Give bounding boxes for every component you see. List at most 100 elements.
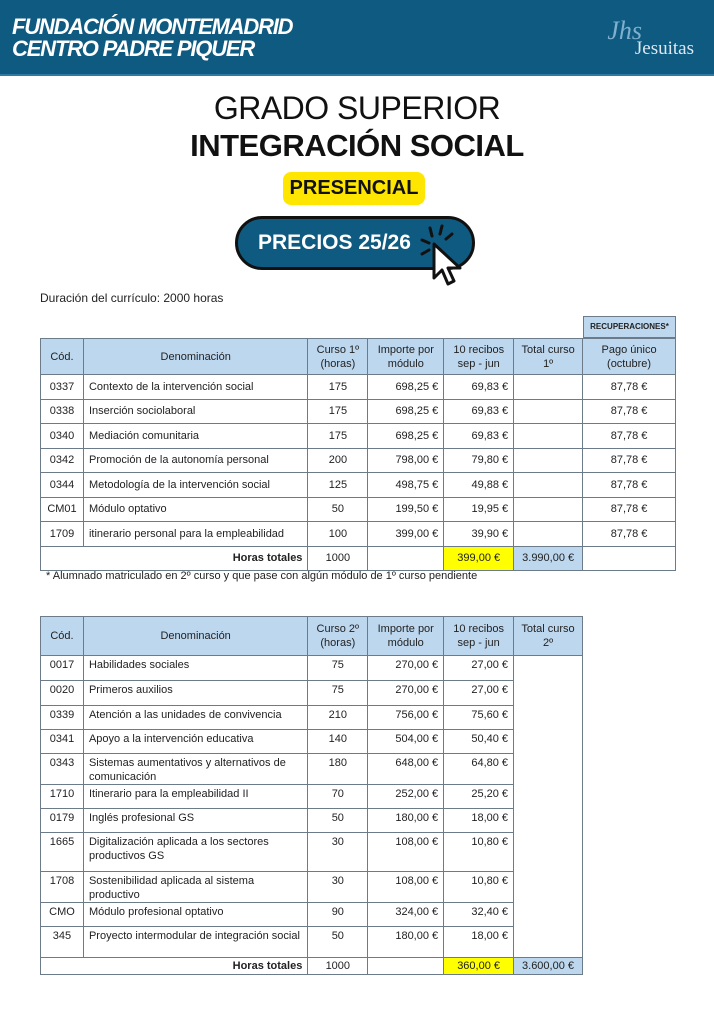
table-cell: 698,25 € [367,423,445,449]
table-cell: Mediación comunitaria [82,423,309,449]
table-cell: Sistemas aumentativos y alternativos de … [82,753,309,785]
table-cell: 1709 [40,521,84,547]
table-cell: 75 [307,680,369,706]
table-cell: Habilidades sociales [82,655,309,681]
table-cell: 90 [307,902,369,927]
table-cell: 18,00 € [443,808,515,833]
table-cell: 0338 [40,398,84,424]
table-cell: 0343 [40,753,84,785]
table-row: 0342 Promoción de la autonomía personal 20… [40,447,676,473]
table-cell: 1665 [40,832,84,872]
total-monthly: 399,00 € [443,545,515,571]
table-cell: 10,80 € [443,871,515,903]
totals-row: Horas totales 1000 399,00 €3.990,00 € [39,545,676,571]
table-cell: 210 [307,705,369,730]
header-banner: FUNDACIÓN MONTEMADRID CENTRO PADRE PIQUE… [0,0,714,76]
table-cell: 175 [307,374,369,400]
table-cell: Módulo optativo [82,496,309,522]
table-cell: 87,78 € [582,496,676,522]
table-cell: 39,90 € [443,521,515,547]
table-cell: 75,60 € [443,705,515,730]
table-cell [513,374,584,400]
empty-cell [367,957,445,975]
table-cell: 49,88 € [443,472,515,498]
table-cell [513,472,584,498]
table-cell: 504,00 € [367,729,445,754]
table-cell: 1708 [40,871,84,903]
table-cell: Promoción de la autonomía personal [82,447,309,473]
table-cell: CM01 [40,496,84,522]
table-cell: 87,78 € [582,374,676,400]
table-cell: 0337 [40,374,84,400]
table-cell: 18,00 € [443,926,515,958]
total-column-merged [513,655,583,958]
table-row: CM01 Módulo optativo 50 199,50 €19,95 € 87,7… [40,496,676,522]
table-cell: 648,00 € [367,753,445,785]
table-cell: 79,80 € [443,447,515,473]
table-cell [513,496,584,522]
table-cell: 27,00 € [443,655,515,681]
table-cell: 50 [307,496,369,522]
table-row: 1708 Sostenibilidad aplicada al sistema p… [40,871,583,903]
cursor-click-icon [420,224,462,286]
table-row: 0337 Contexto de la intervención social 17… [40,374,676,400]
table-cell: CMO [40,902,84,927]
table-cell: Contexto de la intervención social [82,374,309,400]
table-cell: 199,50 € [367,496,445,522]
table-cell: 0340 [40,423,84,449]
table-row: 1709 itinerario personal para la empleabi… [40,521,676,547]
table-row: 0020 Primeros auxilios 75 270,00 €27,00 € [40,680,583,706]
table-cell: 0179 [40,808,84,833]
table-cell: Inglés profesional GS [82,808,309,833]
table-row: 1665 Digitalización aplicada a los sector… [40,832,583,872]
first-year-price-table: Cód. Denominación Curso 1º (horas) Importe … [39,338,676,571]
table-cell: Digitalización aplicada a los sectores p… [82,832,309,872]
table-cell: Proyecto intermodular de integración soc… [82,926,309,958]
table-cell: 1710 [40,784,84,809]
table-cell: 345 [40,926,84,958]
table-cell [513,521,584,547]
table-cell: Atención a las unidades de convivencia [82,705,309,730]
table-cell: 69,83 € [443,374,515,400]
table-cell: 180 [307,753,369,785]
column-header: Denominación [82,616,309,656]
table-cell: 50,40 € [443,729,515,754]
table-cell: Sostenibilidad aplicada al sistema produ… [82,871,309,903]
column-header: Pago único (octubre) [582,338,676,375]
table-cell: 108,00 € [367,871,445,903]
table-cell: 0020 [40,680,84,706]
jesuitas-logo-mark: Jhs [607,16,642,45]
table-cell: 498,75 € [367,472,445,498]
column-header: Cód. [40,616,84,656]
duration-text: Duración del currículo: 2000 horas [40,291,224,305]
table-cell: 0339 [40,705,84,730]
total-hours: 1000 [307,545,369,571]
column-header: 10 recibos sep - jun [443,338,515,375]
totals-row: Horas totales 1000 360,00 €3.600,00 € [39,957,583,975]
table-cell: 108,00 € [367,832,445,872]
table-cell: 756,00 € [367,705,445,730]
title-line1: GRADO SUPERIOR [213,90,501,126]
table-cell: 10,80 € [443,832,515,872]
table-cell [513,423,584,449]
column-header: Importe por módulo [367,338,445,375]
column-header: Cód. [40,338,84,375]
table-cell: 27,00 € [443,680,515,706]
table-cell: 252,00 € [367,784,445,809]
table-cell: 30 [307,871,369,903]
table-cell: 87,78 € [582,423,676,449]
empty-cell [367,545,445,571]
totals-label: Horas totales [39,957,309,975]
table-cell: 200 [307,447,369,473]
table-row: CMO Módulo profesional optativo 90 324,00 €… [40,902,583,927]
empty-cell [582,545,676,571]
table-row: 0344 Metodología de la intervención socia… [40,472,676,498]
total-hours: 1000 [307,957,369,975]
column-header: Curso 2º (horas) [307,616,369,656]
table-cell: Itinerario para la empleabilidad II [82,784,309,809]
table-cell: 69,83 € [443,398,515,424]
column-header: Total curso 1º [513,338,584,375]
table-cell: 0341 [40,729,84,754]
jesuitas-logo: Jesuitas [634,38,694,59]
table-cell: 75 [307,655,369,681]
